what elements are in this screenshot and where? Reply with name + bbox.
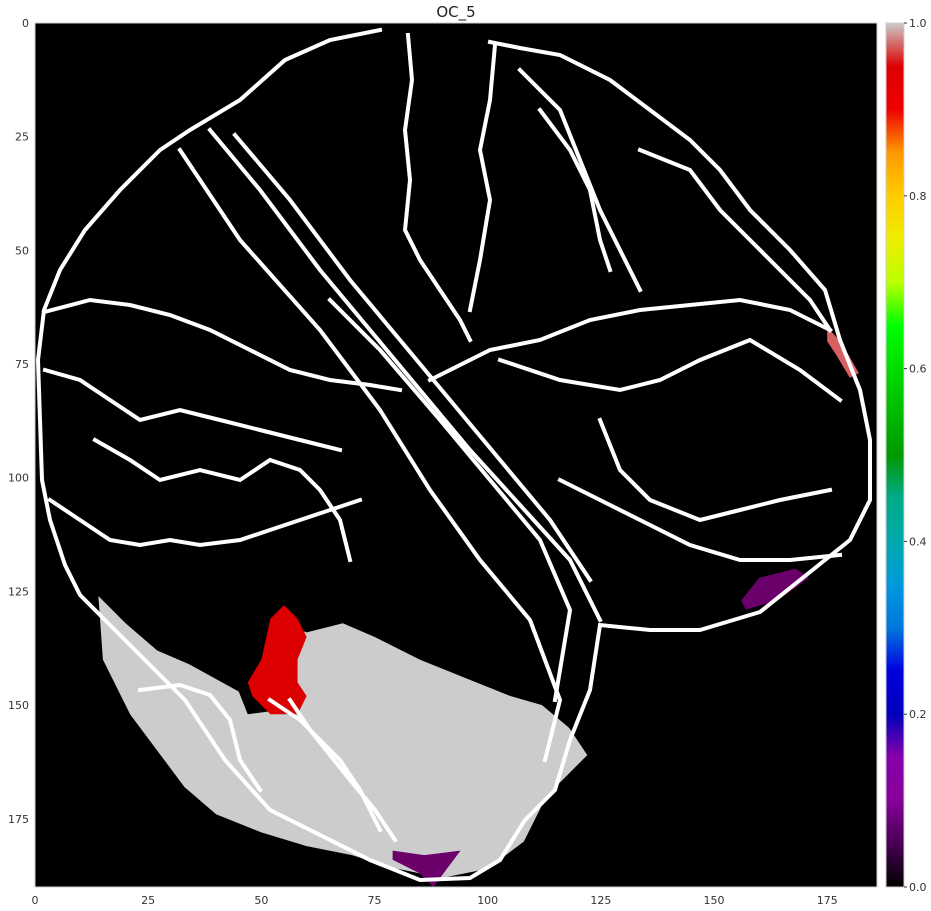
y-tick-label: 100 — [8, 472, 29, 485]
outline-right-mid — [427, 297, 833, 383]
colorbar — [885, 22, 905, 888]
outline-right-upper — [517, 67, 643, 293]
highlighted-regions — [98, 327, 859, 887]
colorbar-tick-label: 1.0 — [909, 17, 927, 30]
region-1 — [98, 595, 588, 878]
y-axis-ticks: 0 25 50 75 100 125 150 175 — [8, 17, 29, 826]
plot-frame — [34, 22, 878, 888]
x-tick-label: 25 — [141, 894, 155, 907]
outline-top-vertical — [402, 32, 473, 343]
y-tick-label: 0 — [22, 17, 29, 30]
chart-title: OC_5 — [436, 3, 475, 22]
colorbar-tick-label: 0.4 — [909, 535, 927, 548]
outline-top-vertical-2 — [467, 42, 498, 313]
y-tick-label: 25 — [15, 131, 29, 144]
outline-right-lower — [557, 477, 843, 562]
colorbar-tick-label: 0.0 — [909, 881, 927, 894]
outline-central-diagonal — [207, 127, 603, 623]
y-tick-label: 75 — [15, 358, 29, 371]
x-tick-label: 175 — [817, 894, 838, 907]
x-tick-label: 50 — [254, 894, 268, 907]
colorbar-ticks: 0.0 0.2 0.4 0.6 0.8 1.0 — [904, 17, 927, 894]
x-tick-label: 75 — [368, 894, 382, 907]
outline-central-diagonal-2 — [232, 132, 593, 583]
outline-left-mid — [42, 367, 343, 453]
outline-left-lower-2 — [92, 437, 353, 563]
outline-grey-interior-1 — [137, 682, 263, 793]
y-tick-label: 175 — [8, 813, 29, 826]
x-tick-label: 0 — [32, 894, 39, 907]
outline-right-upper-2 — [537, 107, 613, 273]
outline-left-horizontal — [41, 297, 403, 393]
region-2 — [247, 605, 307, 715]
colorbar-tick-label: 0.6 — [909, 363, 927, 376]
outline-band-2 — [327, 297, 573, 703]
brain-outer-boundary — [35, 27, 872, 883]
outline-right-lower-2 — [597, 417, 833, 523]
x-axis-ticks: 0 25 50 75 100 125 150 175 — [32, 894, 838, 907]
x-tick-label: 100 — [477, 894, 498, 907]
outline-grey-interior-3 — [287, 697, 398, 843]
outline-band-1 — [177, 147, 563, 763]
colorbar-tick-label: 0.2 — [909, 708, 927, 721]
y-tick-label: 50 — [15, 244, 29, 257]
x-tick-label: 150 — [704, 894, 725, 907]
outline-right-upper-3 — [637, 147, 833, 333]
parcel-outlines — [35, 27, 872, 883]
region-3 — [392, 850, 461, 887]
x-tick-label: 125 — [590, 894, 611, 907]
y-tick-label: 125 — [8, 585, 29, 598]
y-tick-label: 150 — [8, 699, 29, 712]
colorbar-tick-label: 0.8 — [909, 190, 927, 203]
region-4 — [741, 568, 810, 610]
outline-right-mid-2 — [497, 337, 843, 403]
outline-left-lower — [47, 497, 363, 548]
